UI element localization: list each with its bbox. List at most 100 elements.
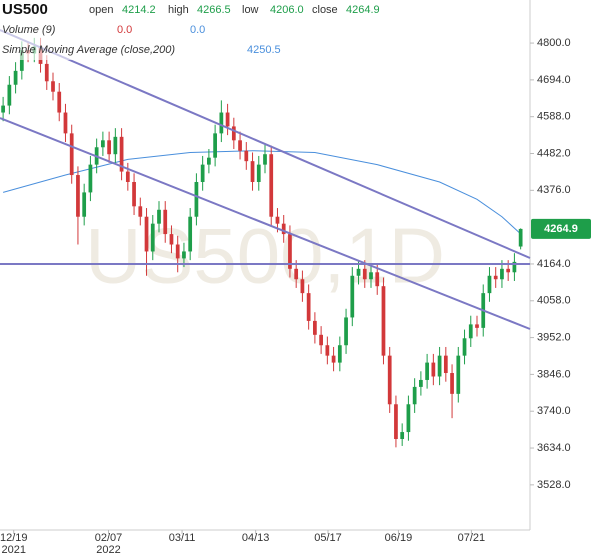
field-value: 4206.0	[270, 4, 304, 16]
candle-body	[88, 164, 93, 193]
candle-body	[76, 175, 80, 217]
y-tick-label: 4058.0	[537, 295, 571, 307]
candle-body	[107, 140, 111, 155]
candle-body	[437, 355, 442, 377]
sma-value: 4250.5	[247, 44, 281, 56]
candle-body	[238, 140, 242, 151]
candle-body	[288, 234, 292, 269]
field-label: low	[242, 4, 259, 16]
candle-body	[294, 268, 299, 280]
candle-body	[468, 324, 473, 339]
candle-body	[406, 404, 411, 433]
candle-body	[381, 286, 386, 356]
field-label: high	[168, 4, 189, 16]
candle-body	[132, 181, 136, 207]
x-tick-label: 05/17	[314, 532, 342, 544]
candle-body	[219, 112, 224, 134]
candle-body	[487, 275, 492, 294]
candle-body	[250, 161, 255, 182]
candle-body	[512, 261, 517, 273]
candle-body	[225, 112, 230, 127]
candle-body	[200, 164, 205, 182]
y-tick-label: 4588.0	[537, 111, 571, 123]
candle-body	[313, 320, 317, 335]
candle-body	[244, 150, 249, 162]
x-tick-label: 06/19	[385, 532, 413, 544]
candle-body	[394, 404, 398, 440]
field-label: close	[312, 4, 338, 16]
price-tag	[531, 218, 591, 239]
candle-body	[319, 334, 323, 346]
y-tick-label: 3634.0	[537, 442, 571, 454]
candle-body	[400, 432, 405, 440]
candle-body	[500, 268, 504, 280]
candle-body	[412, 386, 417, 405]
trend-line	[0, 29, 531, 259]
candle-body	[1, 105, 5, 113]
candle-body	[125, 171, 130, 182]
candle-body	[188, 216, 193, 252]
candle-body	[144, 216, 149, 252]
candle-body	[462, 338, 467, 356]
y-tick-label: 3846.0	[537, 368, 571, 380]
candle-body	[350, 275, 355, 318]
x-tick-sublabel: 2021	[1, 544, 25, 556]
candle-body	[119, 136, 124, 172]
candle-body	[362, 268, 367, 280]
x-tick-sublabel: 2022	[96, 544, 120, 556]
candle-body	[337, 345, 342, 363]
candle-body	[331, 355, 336, 363]
y-tick-label: 4164.0	[537, 258, 571, 270]
watermark: US500,1D	[85, 212, 445, 300]
field-value: 4214.2	[122, 4, 156, 16]
candle-body	[275, 216, 280, 224]
candle-body	[213, 133, 217, 158]
candle-body	[13, 70, 18, 85]
x-tick-label: 12/19	[0, 532, 27, 544]
x-tick-label: 04/13	[242, 532, 270, 544]
candle-body	[493, 275, 498, 280]
candle-body	[300, 279, 305, 294]
candle-body	[269, 154, 274, 217]
price-tag-label: 4264.9	[544, 223, 578, 235]
volume-value: 0.0	[190, 24, 205, 36]
y-tick-label: 4482.0	[537, 147, 571, 159]
x-tick-label: 02/07	[95, 532, 123, 544]
field-value: 4266.5	[197, 4, 231, 16]
candle-body	[450, 373, 454, 394]
candle-body	[207, 157, 211, 165]
symbol: US500	[2, 1, 48, 18]
x-tick-label: 07/21	[458, 532, 486, 544]
candle-body	[475, 324, 479, 328]
candle-body	[281, 223, 286, 235]
volume-value: 0.0	[117, 24, 132, 36]
legend: US500 Volume (9) 0.0 0.0 Simple Moving A…	[0, 0, 380, 60]
candle-body	[419, 379, 423, 387]
candle-body	[44, 63, 49, 82]
candle-body	[369, 272, 373, 280]
candle-body	[113, 136, 118, 155]
field-label: open	[89, 4, 113, 16]
y-tick-label: 3952.0	[537, 331, 571, 343]
candle-body	[82, 192, 87, 217]
candle-body	[169, 234, 174, 245]
y-tick-label: 3740.0	[537, 405, 571, 417]
candle-body	[425, 362, 429, 380]
candle-body	[194, 181, 199, 217]
legend-bg	[0, 0, 380, 60]
candle-body	[182, 251, 186, 259]
sma-label: Simple Moving Average (close,200)	[2, 44, 175, 56]
candle-body	[63, 112, 68, 134]
candle-body	[518, 228, 523, 247]
candle-body	[325, 345, 330, 356]
candle-body	[263, 154, 267, 165]
candle-body	[150, 223, 155, 252]
candle-body	[387, 355, 392, 405]
candle-body	[506, 268, 511, 273]
candle-body	[344, 317, 348, 346]
y-tick-label: 4800.0	[537, 37, 571, 49]
candle-body	[256, 164, 261, 182]
candle-body	[431, 362, 436, 377]
candle-body	[157, 209, 161, 224]
